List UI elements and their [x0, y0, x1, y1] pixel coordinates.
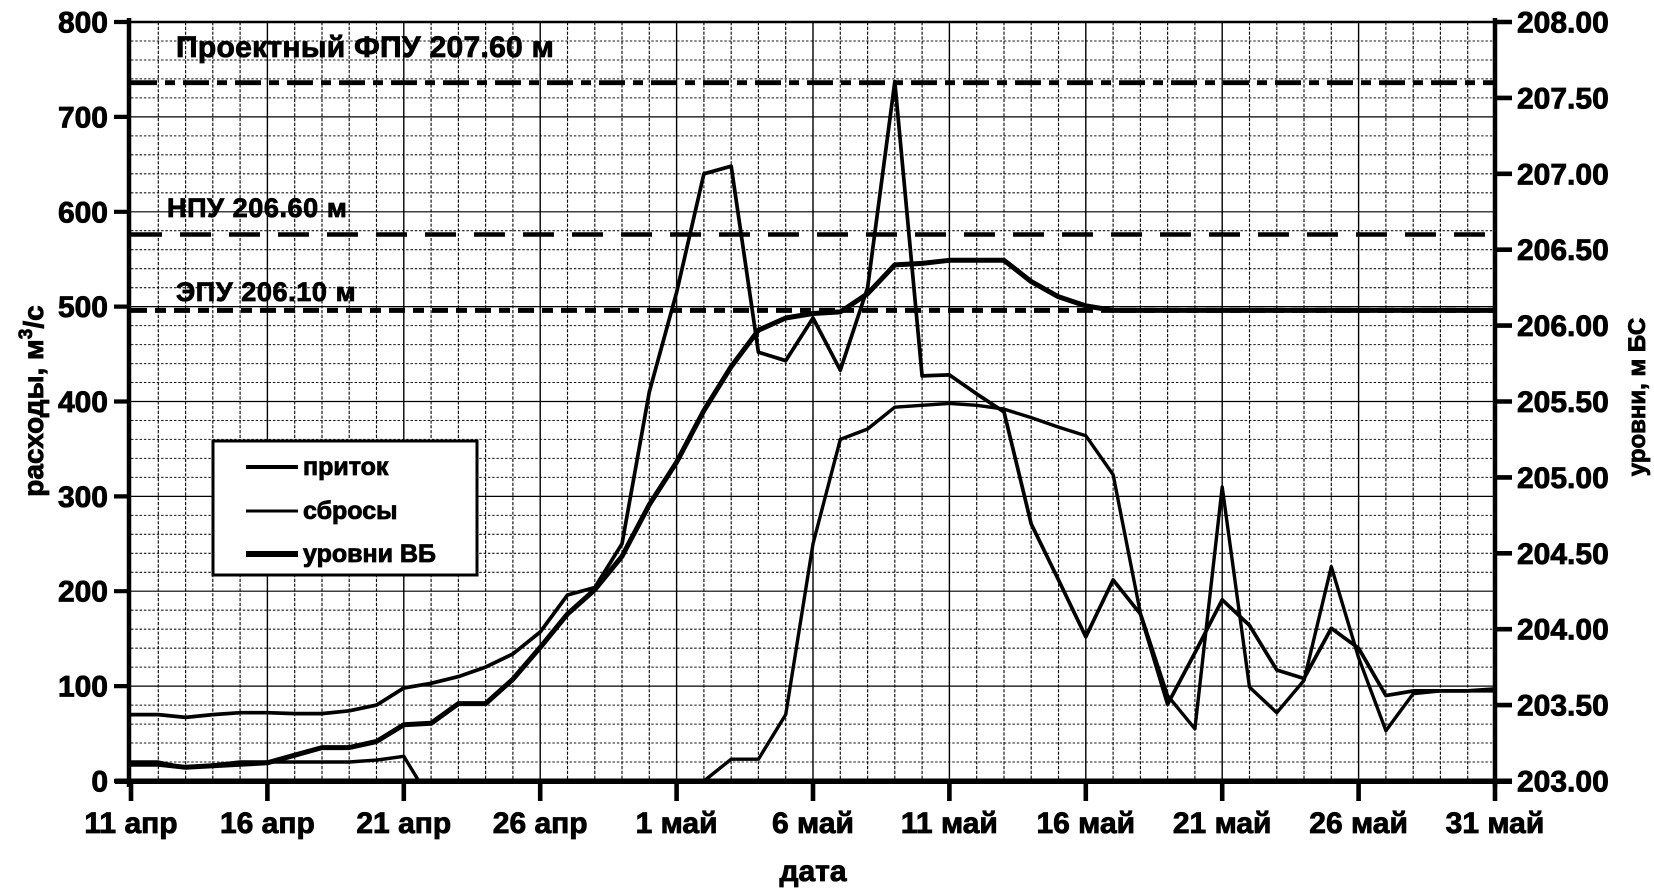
svg-text:800: 800 [58, 7, 108, 40]
svg-text:21 апр: 21 апр [356, 807, 451, 840]
svg-text:дата: дата [779, 855, 846, 888]
svg-text:21 май: 21 май [1173, 807, 1272, 840]
svg-text:500: 500 [58, 291, 108, 324]
svg-text:207.00: 207.00 [1517, 158, 1609, 191]
svg-text:сбросы: сбросы [303, 497, 397, 525]
svg-text:203.00: 203.00 [1517, 766, 1609, 799]
svg-text:200: 200 [58, 576, 108, 609]
svg-text:203.50: 203.50 [1517, 690, 1609, 723]
svg-text:206.50: 206.50 [1517, 234, 1609, 267]
svg-text:207.50: 207.50 [1517, 82, 1609, 115]
svg-text:204.50: 204.50 [1517, 538, 1609, 571]
svg-text:300: 300 [58, 481, 108, 514]
svg-text:600: 600 [58, 196, 108, 229]
svg-text:уровни, м БС: уровни, м БС [1624, 318, 1651, 476]
svg-text:31 май: 31 май [1446, 807, 1545, 840]
svg-text:16 апр: 16 апр [220, 807, 315, 840]
svg-text:0: 0 [91, 766, 108, 799]
svg-text:16 май: 16 май [1036, 807, 1135, 840]
svg-text:ЭПУ 206.10 м: ЭПУ 206.10 м [176, 277, 356, 307]
svg-text:205.00: 205.00 [1517, 462, 1609, 495]
svg-text:400: 400 [58, 386, 108, 419]
svg-text:приток: приток [303, 453, 389, 481]
svg-text:208.00: 208.00 [1517, 7, 1609, 40]
svg-text:204.00: 204.00 [1517, 614, 1609, 647]
svg-text:6 май: 6 май [772, 807, 854, 840]
svg-text:26 май: 26 май [1309, 807, 1408, 840]
svg-text:11 май: 11 май [901, 807, 998, 840]
svg-text:206.00: 206.00 [1517, 310, 1609, 343]
svg-text:100: 100 [58, 671, 108, 704]
svg-text:205.50: 205.50 [1517, 386, 1609, 419]
svg-text:11 апр: 11 апр [84, 807, 177, 840]
svg-text:НПУ 206.60 м: НПУ 206.60 м [167, 193, 347, 223]
svg-text:700: 700 [58, 101, 108, 134]
svg-text:1 май: 1 май [636, 807, 718, 840]
svg-text:26 апр: 26 апр [493, 807, 588, 840]
svg-text:Проектный ФПУ 207.60 м: Проектный ФПУ 207.60 м [176, 31, 554, 64]
svg-text:уровни ВБ: уровни ВБ [303, 540, 436, 568]
